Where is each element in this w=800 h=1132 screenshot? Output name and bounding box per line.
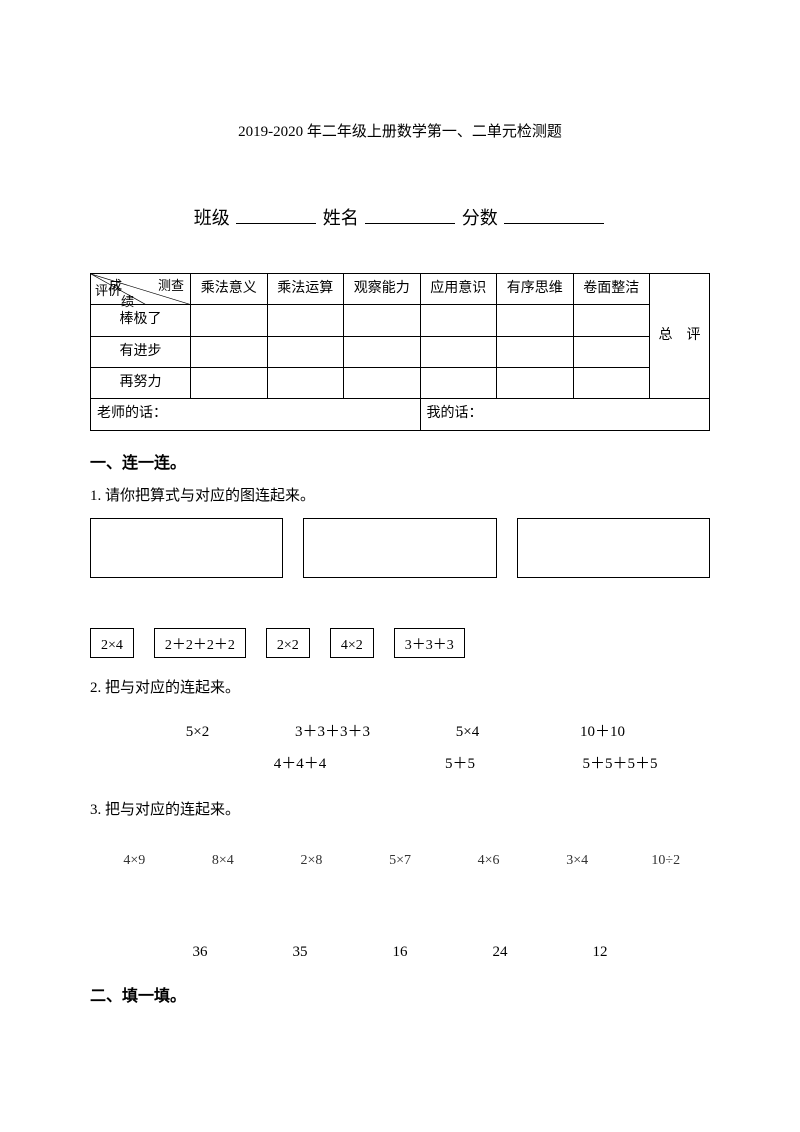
q3-num: 16 — [350, 940, 450, 964]
eval-cell[interactable] — [497, 336, 574, 367]
eval-cell[interactable] — [420, 305, 497, 336]
diag-header-cell: 成 测查 绩 评价 — [91, 273, 191, 304]
eval-cell[interactable] — [344, 305, 421, 336]
eval-cell[interactable] — [191, 305, 268, 336]
q1-answer-boxes: 2×4 2＋2＋2＋2 2×2 4×2 3＋3＋3 — [90, 628, 710, 658]
q3-item: 4×9 — [90, 852, 179, 870]
name-label: 姓名 — [323, 204, 359, 233]
q1-answer-box: 2＋2＋2＋2 — [154, 628, 246, 658]
q1-answer-box: 2×4 — [90, 628, 134, 658]
diag-text-4: 评价 — [95, 281, 121, 302]
q2-row2: 4＋4＋4 5＋5 5＋5＋5＋5 — [220, 752, 700, 776]
q1-answer-text: 2×2 — [277, 635, 299, 657]
q1-text: 1. 请你把算式与对应的图连起来。 — [90, 484, 710, 508]
eval-cell[interactable] — [267, 336, 344, 367]
name-blank[interactable] — [365, 204, 455, 224]
diag-text-2: 测查 — [158, 276, 184, 297]
evaluation-table: 成 测查 绩 评价 乘法意义 乘法运算 观察能力 应用意识 有序思维 卷面整洁 … — [90, 273, 710, 431]
q2-item: 5×2 — [130, 720, 265, 744]
row-label: 棒极了 — [91, 305, 191, 336]
eval-cell[interactable] — [573, 305, 650, 336]
q3-num: 12 — [550, 940, 650, 964]
page: 2019-2020 年二年级上册数学第一、二单元检测题 班级 姓名 分数 成 测… — [0, 0, 800, 1050]
section1-heading: 一、连一连。 — [90, 451, 710, 477]
q1-answer-box: 2×2 — [266, 628, 310, 658]
q2-item: 5＋5＋5＋5 — [540, 752, 700, 776]
eval-cell[interactable] — [191, 367, 268, 398]
q3-num: 35 — [250, 940, 350, 964]
doc-title: 2019-2020 年二年级上册数学第一、二单元检测题 — [90, 120, 710, 144]
my-say-cell[interactable]: 我的话： — [420, 399, 710, 430]
q2-item: 3＋3＋3＋3 — [265, 720, 400, 744]
col-header: 有序思维 — [497, 273, 574, 304]
q3-top-row: 4×9 8×4 2×8 5×7 4×6 3×4 10÷2 — [90, 852, 710, 870]
col-header: 乘法运算 — [267, 273, 344, 304]
score-label: 分数 — [462, 204, 498, 233]
eval-cell[interactable] — [573, 336, 650, 367]
eval-cell[interactable] — [573, 367, 650, 398]
q2-row1: 5×2 3＋3＋3＋3 5×4 10＋10 — [130, 720, 670, 744]
q3-item: 8×4 — [179, 852, 268, 870]
diag-text-3: 绩 — [121, 292, 134, 313]
row-label: 有进步 — [91, 336, 191, 367]
q3-nums-row: 36 35 16 24 12 — [150, 940, 650, 964]
col-header-total: 总 评 — [650, 273, 710, 399]
q3-item: 3×4 — [533, 852, 622, 870]
q2-item: 5×4 — [400, 720, 535, 744]
q3-item: 5×7 — [356, 852, 445, 870]
q3-block: 3. 把与对应的连起来。 4×9 8×4 2×8 5×7 4×6 3×4 10÷… — [90, 798, 710, 964]
student-info-line: 班级 姓名 分数 — [90, 204, 710, 233]
section2-heading: 二、填一填。 — [90, 984, 710, 1010]
eval-cell[interactable] — [420, 336, 497, 367]
q1-image-boxes — [90, 518, 710, 578]
eval-cell[interactable] — [191, 336, 268, 367]
q1-answer-text: 3＋3＋3 — [405, 635, 454, 657]
eval-cell[interactable] — [420, 367, 497, 398]
q3-num: 24 — [450, 940, 550, 964]
q2-block: 2. 把与对应的连起来。 5×2 3＋3＋3＋3 5×4 10＋10 4＋4＋4… — [90, 676, 710, 776]
q2-text: 2. 把与对应的连起来。 — [90, 676, 710, 700]
eval-cell[interactable] — [344, 336, 421, 367]
eval-cell[interactable] — [344, 367, 421, 398]
row-label: 再努力 — [91, 367, 191, 398]
q1-answer-text: 2×4 — [101, 635, 123, 657]
q3-num: 36 — [150, 940, 250, 964]
q1-answer-text: 2＋2＋2＋2 — [165, 635, 235, 657]
eval-cell[interactable] — [497, 305, 574, 336]
q1-box — [517, 518, 710, 578]
q1-box — [303, 518, 496, 578]
col-header: 观察能力 — [344, 273, 421, 304]
q1-answer-box: 3＋3＋3 — [394, 628, 465, 658]
q2-item: 5＋5 — [380, 752, 540, 776]
eval-cell[interactable] — [267, 367, 344, 398]
q3-item: 10÷2 — [621, 852, 710, 870]
teacher-say-cell[interactable]: 老师的话： — [91, 399, 421, 430]
eval-cell[interactable] — [267, 305, 344, 336]
q3-text: 3. 把与对应的连起来。 — [90, 798, 710, 822]
q3-item: 4×6 — [444, 852, 533, 870]
col-header: 乘法意义 — [191, 273, 268, 304]
q2-item: 4＋4＋4 — [220, 752, 380, 776]
col-header: 卷面整洁 — [573, 273, 650, 304]
q1-answer-text: 4×2 — [341, 635, 363, 657]
q2-item: 10＋10 — [535, 720, 670, 744]
class-label: 班级 — [194, 204, 230, 233]
col-header: 应用意识 — [420, 273, 497, 304]
q3-item: 2×8 — [267, 852, 356, 870]
q1-answer-box: 4×2 — [330, 628, 374, 658]
score-blank[interactable] — [504, 204, 604, 224]
q1-box — [90, 518, 283, 578]
class-blank[interactable] — [236, 204, 316, 224]
eval-cell[interactable] — [497, 367, 574, 398]
q2-grid: 5×2 3＋3＋3＋3 5×4 10＋10 4＋4＋4 5＋5 5＋5＋5＋5 — [90, 720, 710, 776]
